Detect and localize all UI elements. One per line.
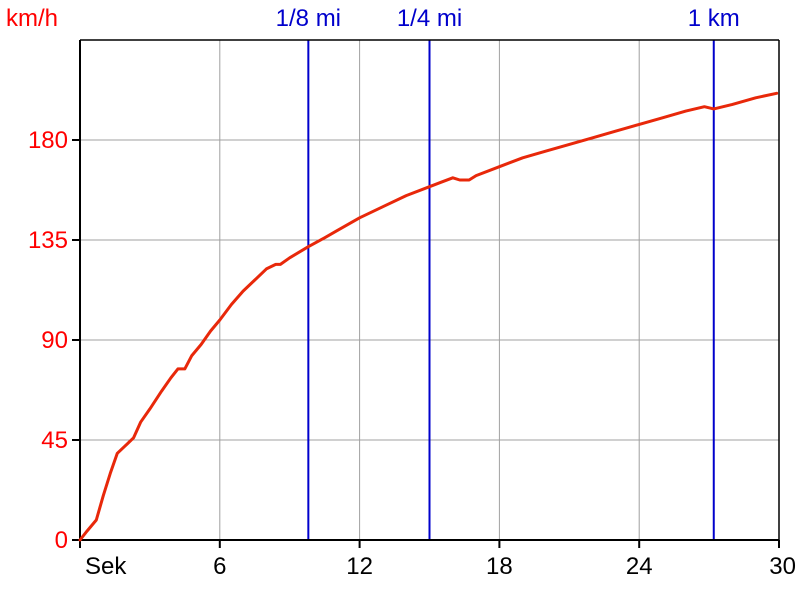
x-tick-label: 18 [486,553,513,580]
y-tick-label: 90 [41,327,68,354]
x-tick-label: 30 [769,553,796,580]
speed-series-line [78,91,779,542]
distance-marker-label: 1/8 mi [276,5,341,32]
y-tick-label: 0 [55,527,68,554]
tick-labels: 0 45 90 135 180 6 12 18 24 30 [28,127,796,580]
x-tick-label: 6 [213,553,226,580]
series-layer [78,91,779,542]
y-tick-label: 180 [28,127,68,154]
distance-marker-label: 1 km [688,5,740,32]
x-tick-label: 24 [626,553,653,580]
distance-marker-label: 1/4 mi [397,5,462,32]
axes [72,39,780,548]
y-tick-label: 45 [41,427,68,454]
x-tick-label: 12 [346,553,373,580]
distance-markers: 1/8 mi 1/4 mi 1 km [276,5,740,540]
x-axis-label: Sek [85,553,127,580]
y-tick-label: 135 [28,227,68,254]
y-axis-label: km/h [6,5,58,32]
